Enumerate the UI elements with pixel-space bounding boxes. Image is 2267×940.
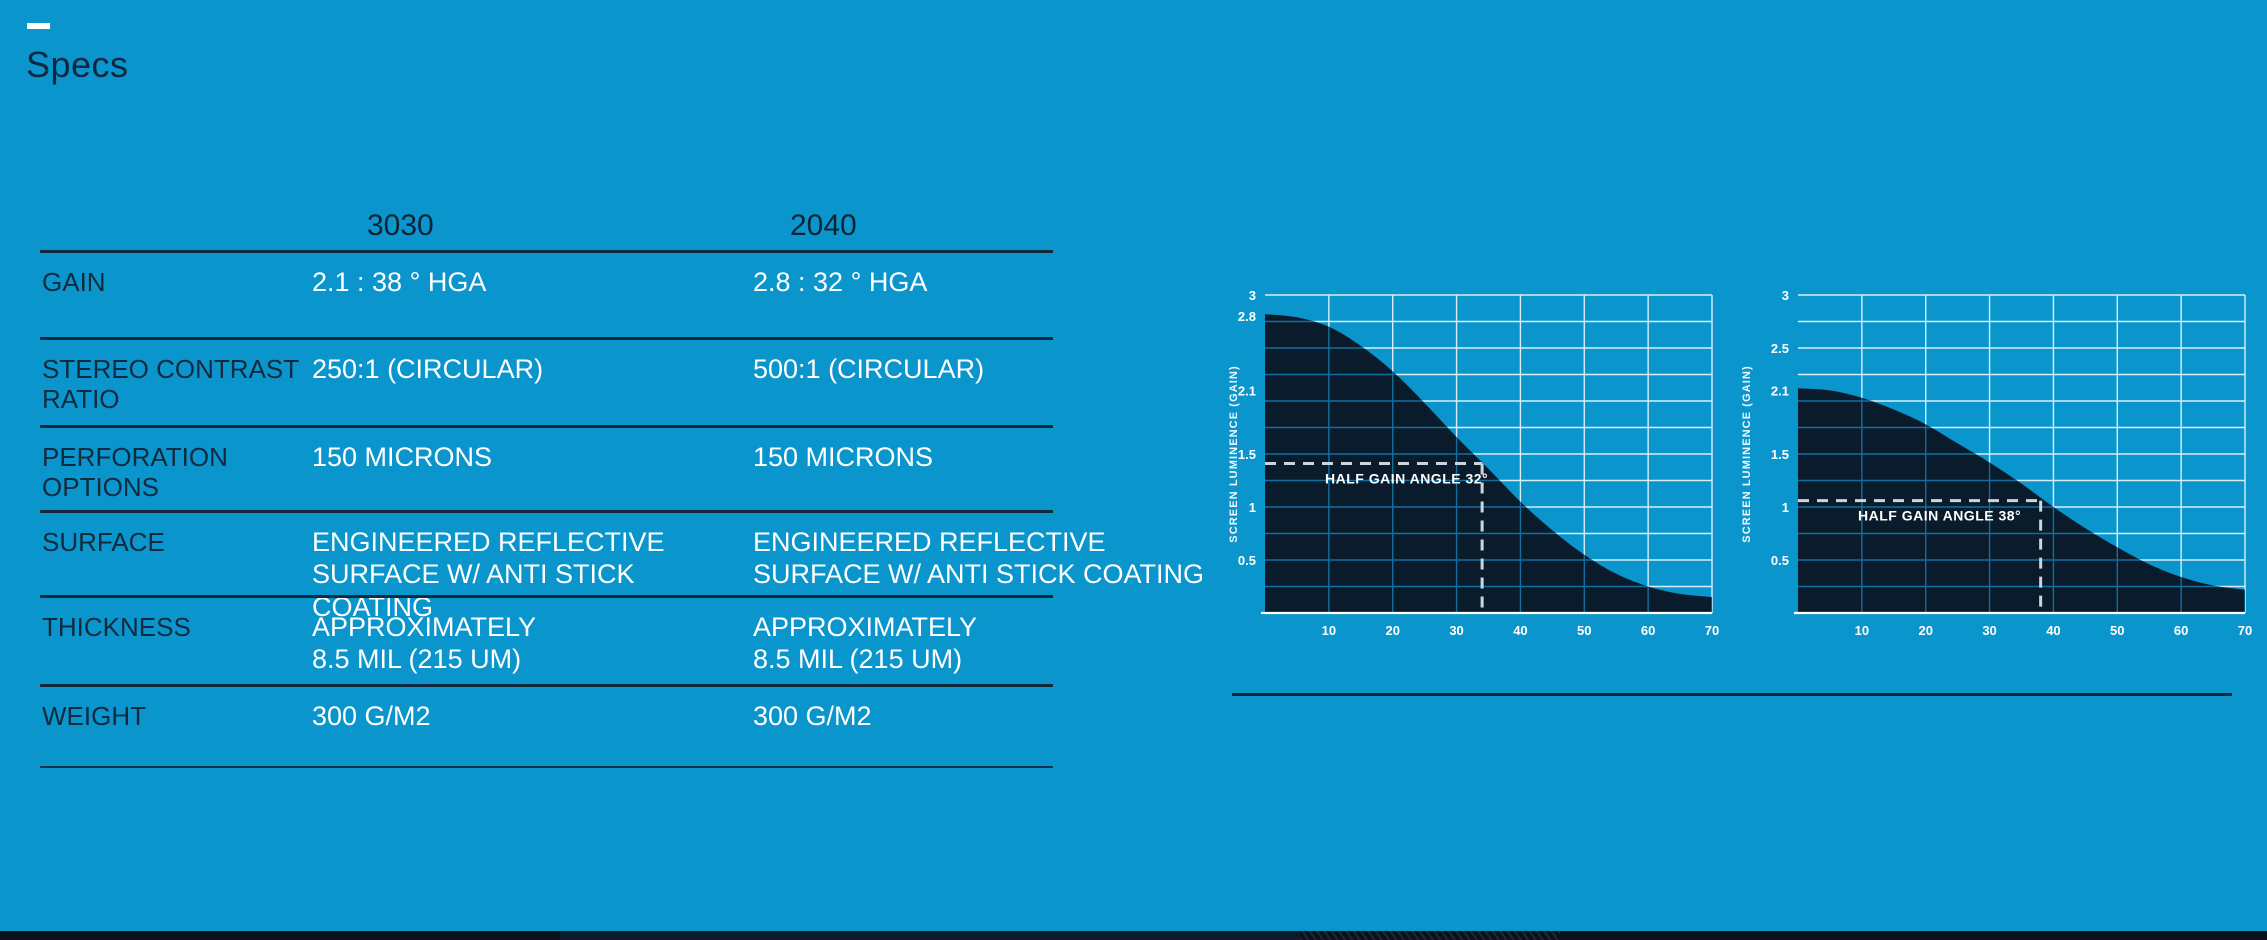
table-row-gain: GAIN 2.1 : 38 ° HGA 2.8 : 32 ° HGA — [40, 250, 1053, 337]
x-tick-label: 10 — [1322, 623, 1336, 638]
table-row-surface: SURFACE ENGINEERED REFLECTIVE SURFACE W/… — [40, 510, 1204, 622]
row-value-2040: ENGINEERED REFLECTIVE SURFACE W/ ANTI ST… — [753, 527, 1205, 590]
spec-table: 3030 2040 GAIN 2.1 : 38 ° HGA 2.8 : 32 °… — [40, 203, 1204, 768]
half-gain-angle-label: HALF GAIN ANGLE 38° — [1858, 508, 2021, 524]
row-value-2040: APPROXIMATELY 8.5 MIL (215 UM) — [753, 612, 978, 675]
y-tick-label: 1 — [1782, 500, 1789, 515]
row-value-3030: 150 MICRONS — [312, 442, 493, 472]
y-tick-label: 2.5 — [1771, 341, 1789, 356]
x-tick-label: 30 — [1449, 623, 1463, 638]
spec-table-header: 3030 2040 — [40, 203, 1053, 250]
x-tick-label: 50 — [2110, 623, 2124, 638]
bottom-strip — [0, 931, 2267, 940]
page-title: Specs — [26, 44, 129, 85]
row-label: THICKNESS — [42, 612, 191, 642]
x-tick-label: 70 — [2238, 623, 2252, 638]
x-tick-label: 40 — [1513, 623, 1527, 638]
y-tick-label: 3 — [1249, 288, 1256, 303]
bottom-strip-segment — [560, 931, 1300, 940]
row-value-2040: 2.8 : 32 ° HGA — [753, 267, 928, 297]
gain-chart-2040: HALF GAIN ANGLE 32° 3 2.8 2.1 1.5 1 0.5 10 20 30 4… — [1228, 288, 1719, 638]
x-tick-label: 60 — [1641, 623, 1655, 638]
y-tick-label: 1.5 — [1771, 447, 1789, 462]
half-gain-angle-label: HALF GAIN ANGLE 32° — [1325, 471, 1488, 487]
x-tick-label: 30 — [1982, 623, 1996, 638]
x-tick-label: 60 — [2174, 623, 2188, 638]
x-tick-label: 50 — [1577, 623, 1591, 638]
y-tick-label: 2.1 — [1238, 383, 1256, 398]
table-row-weight: WEIGHT 300 G/M2 300 G/M2 — [40, 684, 1053, 766]
column-header-2040: 2040 — [790, 209, 857, 242]
row-value-2040: 300 G/M2 — [753, 701, 872, 731]
y-tick-label: 0.5 — [1238, 553, 1256, 568]
y-tick-label: 1 — [1249, 500, 1256, 515]
x-tick-label: 20 — [1385, 623, 1399, 638]
table-row-thickness: THICKNESS APPROXIMATELY 8.5 MIL (215 UM)… — [40, 595, 1053, 684]
row-value-3030: ENGINEERED REFLECTIVE SURFACE W/ ANTI ST… — [312, 527, 665, 622]
accent-dash — [27, 23, 50, 29]
x-tick-label: 20 — [1918, 623, 1932, 638]
bottom-strip-hatch — [1300, 931, 1560, 940]
y-tick-label: 3 — [1782, 288, 1789, 303]
row-label: GAIN — [42, 267, 106, 297]
x-tick-label: 10 — [1855, 623, 1869, 638]
y-tick-label: 1.5 — [1238, 447, 1256, 462]
row-value-2040: 500:1 (CIRCULAR) — [753, 354, 985, 384]
x-tick-label: 70 — [1705, 623, 1719, 638]
y-tick-label: 2.1 — [1771, 383, 1789, 398]
row-label: SURFACE — [42, 527, 165, 557]
table-row-perforation-options: PERFORATION OPTIONS 150 MICRONS 150 MICR… — [40, 425, 1053, 510]
row-label: WEIGHT — [42, 701, 146, 731]
gain-chart-3030: HALF GAIN ANGLE 38° 3 2.5 2.1 1.5 1 0.5 10 20 30 4… — [1741, 288, 2252, 638]
row-label: STEREO CONTRAST RATIO — [42, 354, 300, 415]
table-row-stereo-contrast-ratio: STEREO CONTRAST RATIO 250:1 (CIRCULAR) 5… — [40, 337, 1053, 425]
row-value-3030: 300 G/M2 — [312, 701, 431, 731]
y-tick-label: 2.8 — [1238, 309, 1256, 324]
charts-divider-rule — [1232, 693, 2232, 696]
y-axis-title: SCREEN LUMINENCE (GAIN) — [1741, 365, 1753, 542]
row-label: PERFORATION OPTIONS — [42, 442, 228, 503]
y-tick-label: 0.5 — [1771, 553, 1789, 568]
x-tick-label: 40 — [2046, 623, 2060, 638]
row-value-2040: 150 MICRONS — [753, 442, 934, 472]
y-axis-title: SCREEN LUMINENCE (GAIN) — [1228, 365, 1240, 542]
column-header-3030: 3030 — [367, 209, 434, 242]
row-value-3030: APPROXIMATELY 8.5 MIL (215 UM) — [312, 612, 537, 675]
row-value-3030: 250:1 (CIRCULAR) — [312, 354, 544, 384]
row-value-3030: 2.1 : 38 ° HGA — [312, 267, 487, 297]
